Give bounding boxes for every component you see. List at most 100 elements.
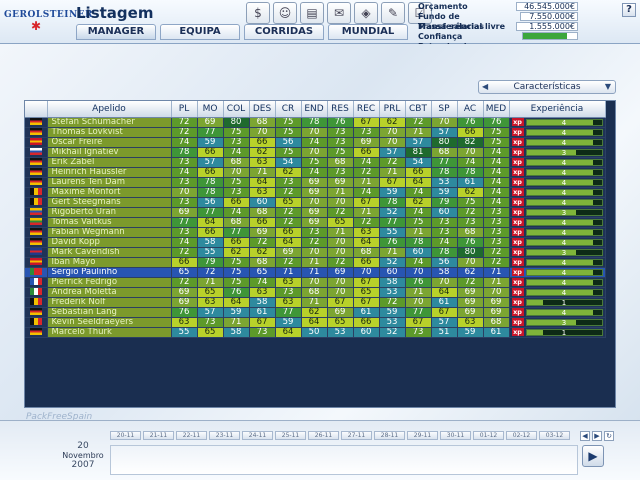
xp-bar: 4 [525,188,603,196]
table-row[interactable]: Laurens Ten Dam 73 78 75 64 73 69 69 71 67 64 53 61 7… [25,177,606,188]
rider-name[interactable]: Thomas Lövkvist [47,127,172,138]
left-arrow-icon[interactable]: ◀ [482,82,489,91]
timeline-day[interactable]: 03-12 [539,431,570,440]
stat-cell: 69 [327,267,354,278]
rider-name[interactable]: Gert Steegmans [47,197,172,208]
column-header-apelido[interactable]: Apelido [47,101,172,118]
column-header-ac[interactable]: AC [457,101,484,118]
column-header-med[interactable]: MED [483,101,510,118]
table-row[interactable]: David Kopp 74 58 66 72 64 72 70 64 76 78 74 76 73 xp 4 [25,237,606,248]
table-row[interactable]: Kevin Seeldraeyers 63 73 71 67 59 64 65 66 53 67 57… [25,317,606,328]
timeline-day[interactable]: 20-11 [110,431,141,440]
table-row[interactable]: Mikhail Ignatiev 78 66 74 62 75 70 75 66 57 81 68 70… [25,147,606,158]
table-row[interactable]: Fabian Wegmann 73 66 77 69 66 73 71 63 55 71 73 68 73… [25,227,606,238]
rider-name[interactable]: Frederik Nolf [47,297,172,308]
column-header-cbt[interactable]: CBT [405,101,432,118]
column-header-pl[interactable]: PL [171,101,198,118]
rider-name[interactable]: Laurens Ten Dam [47,177,172,188]
rider-name[interactable]: Oscar Freire [47,137,172,148]
timeline-day[interactable]: 24-11 [242,431,273,440]
rider-name[interactable]: Pierrick Fedrigo [47,277,172,288]
prev-icon[interactable]: ◀ [580,431,590,441]
table-row[interactable]: Heinrich Haussler 74 66 70 71 62 74 73 72 71 66 78 7… [25,167,606,178]
column-header-cr[interactable]: CR [275,101,302,118]
message-icon[interactable]: ◈ [354,2,378,24]
table-row[interactable]: Maxime Monfort 70 78 73 63 72 69 71 74 59 74 59 62 74… [25,187,606,198]
rider-name[interactable]: Fabian Wegmann [47,227,172,238]
table-row[interactable]: Erik Zabel 73 57 68 63 54 75 68 74 72 54 77 74 74 xp 4 [25,157,606,168]
tab-corridas[interactable]: CORRIDAS [244,24,324,40]
tab-equipa[interactable]: EQUIPA [160,24,240,40]
column-header-mo[interactable]: MO [197,101,224,118]
continue-button[interactable]: ▶ [582,445,604,467]
timeline-day[interactable]: 22-11 [176,431,207,440]
tab-manager[interactable]: MANAGER [76,24,156,40]
stat-cell: 67 [353,117,380,128]
table-row[interactable]: Sebastian Lang 76 57 59 61 77 62 69 61 59 77 67 69 69… [25,307,606,318]
table-row[interactable]: Pierrick Fedrigo 72 71 75 74 63 70 70 67 58 76 70 72… [25,277,606,288]
rider-name[interactable]: Iban Mayo [47,257,172,268]
rider-name[interactable]: Sergio Paulinho [47,267,172,278]
stat-cell: 58 [431,267,458,278]
timeline-day[interactable]: 30-11 [440,431,471,440]
rider-name[interactable]: Sebastian Lang [47,307,172,318]
rider-name[interactable]: Erik Zabel [47,157,172,168]
refresh-icon[interactable]: ↻ [604,431,614,441]
rider-name[interactable]: Andrea Moletta [47,287,172,298]
timeline-day[interactable]: 25-11 [275,431,306,440]
tab-mundial[interactable]: MUNDIAL [328,24,408,40]
table-row[interactable]: Andrea Moletta 69 65 76 63 73 68 70 65 53 71 64 69 70… [25,287,606,298]
table-row[interactable]: Rigoberto Uran 69 77 74 68 72 69 72 71 52 74 60 72 73… [25,207,606,218]
rider-name[interactable]: Stefan Schumacher [47,117,172,128]
rider-name[interactable]: Rigoberto Uran [47,207,172,218]
next-icon[interactable]: ▶ [592,431,602,441]
rider-name[interactable]: Mikhail Ignatiev [47,147,172,158]
rider-name[interactable]: Mark Cavendish [47,247,172,258]
table-row[interactable]: Gert Steegmans 73 56 66 60 65 70 70 67 78 62 79 75 74… [25,197,606,208]
money-icon[interactable]: ▤ [300,2,324,24]
chevron-down-icon[interactable]: ▼ [604,82,611,91]
column-header-des[interactable]: DES [249,101,276,118]
column-header-sp[interactable]: SP [431,101,458,118]
column-header-res[interactable]: RES [327,101,354,118]
stat-cell: 61 [483,327,510,338]
timeline-day[interactable]: 21-11 [143,431,174,440]
table-row[interactable]: Marcelo Thurk 55 65 58 73 64 50 53 60 52 73 51 59 61 x… [25,327,606,338]
mail-icon[interactable]: ✉ [327,2,351,24]
table-row[interactable]: Thomas Lövkvist 72 77 75 70 75 70 73 73 70 71 57 66 7… [25,127,606,138]
doc-icon[interactable]: $ [246,2,270,24]
stat-cell: 69 [301,187,328,198]
rider-name[interactable]: Maxime Monfort [47,187,172,198]
column-header-col[interactable]: COL [223,101,250,118]
rider-name[interactable]: David Kopp [47,237,172,248]
column-header-experiência[interactable]: Experiência [509,101,606,118]
help-button[interactable]: ? [622,3,636,17]
table-row[interactable]: Frederik Nolf 69 63 64 58 63 71 67 67 72 70 61 69 69 x… [25,297,606,308]
table-row[interactable]: Iban Mayo 66 79 75 68 72 71 72 66 52 74 56 70 72 xp 4 [25,257,606,268]
experience-cell: xp 4 [509,127,606,138]
rider-name[interactable]: Tomas Vaitkus [47,217,172,228]
timeline-day[interactable]: 29-11 [407,431,438,440]
checklist-icon[interactable]: ☑ [408,2,432,24]
table-row[interactable]: Oscar Freire 74 59 73 66 56 74 73 69 70 57 80 82 75 xp… [25,137,606,148]
rider-name[interactable]: Kevin Seeldraeyers [47,317,172,328]
stat-cell: 57 [379,147,406,158]
table-row[interactable]: Stefan Schumacher 72 69 80 68 75 78 76 67 62 72 70 7… [25,117,606,128]
riders-icon[interactable]: ☺ [273,2,297,24]
timeline-day[interactable]: 02-12 [506,431,537,440]
table-row[interactable]: Mark Cavendish 72 55 62 62 69 70 70 68 71 60 78 80 72… [25,247,606,258]
timeline-day[interactable]: 01-12 [473,431,504,440]
column-header-end[interactable]: END [301,101,328,118]
rider-name[interactable]: Heinrich Haussler [47,167,172,178]
timeline-day[interactable]: 28-11 [374,431,405,440]
rider-name[interactable]: Marcelo Thurk [47,327,172,338]
timeline-day[interactable]: 23-11 [209,431,240,440]
timeline-day[interactable]: 27-11 [341,431,372,440]
table-row[interactable]: Tomas Vaitkus 77 64 68 66 72 69 65 72 77 75 73 73 73 x… [25,217,606,228]
column-header-prl[interactable]: PRL [379,101,406,118]
column-header-rec[interactable]: REC [353,101,380,118]
characteristics-dropdown[interactable]: ◀ Características ▼ [478,80,616,94]
notes-icon[interactable]: ✎ [381,2,405,24]
timeline-day[interactable]: 26-11 [308,431,339,440]
table-row[interactable]: Sergio Paulinho 65 72 75 65 71 71 69 70 60 70 58 62 7… [25,267,606,278]
